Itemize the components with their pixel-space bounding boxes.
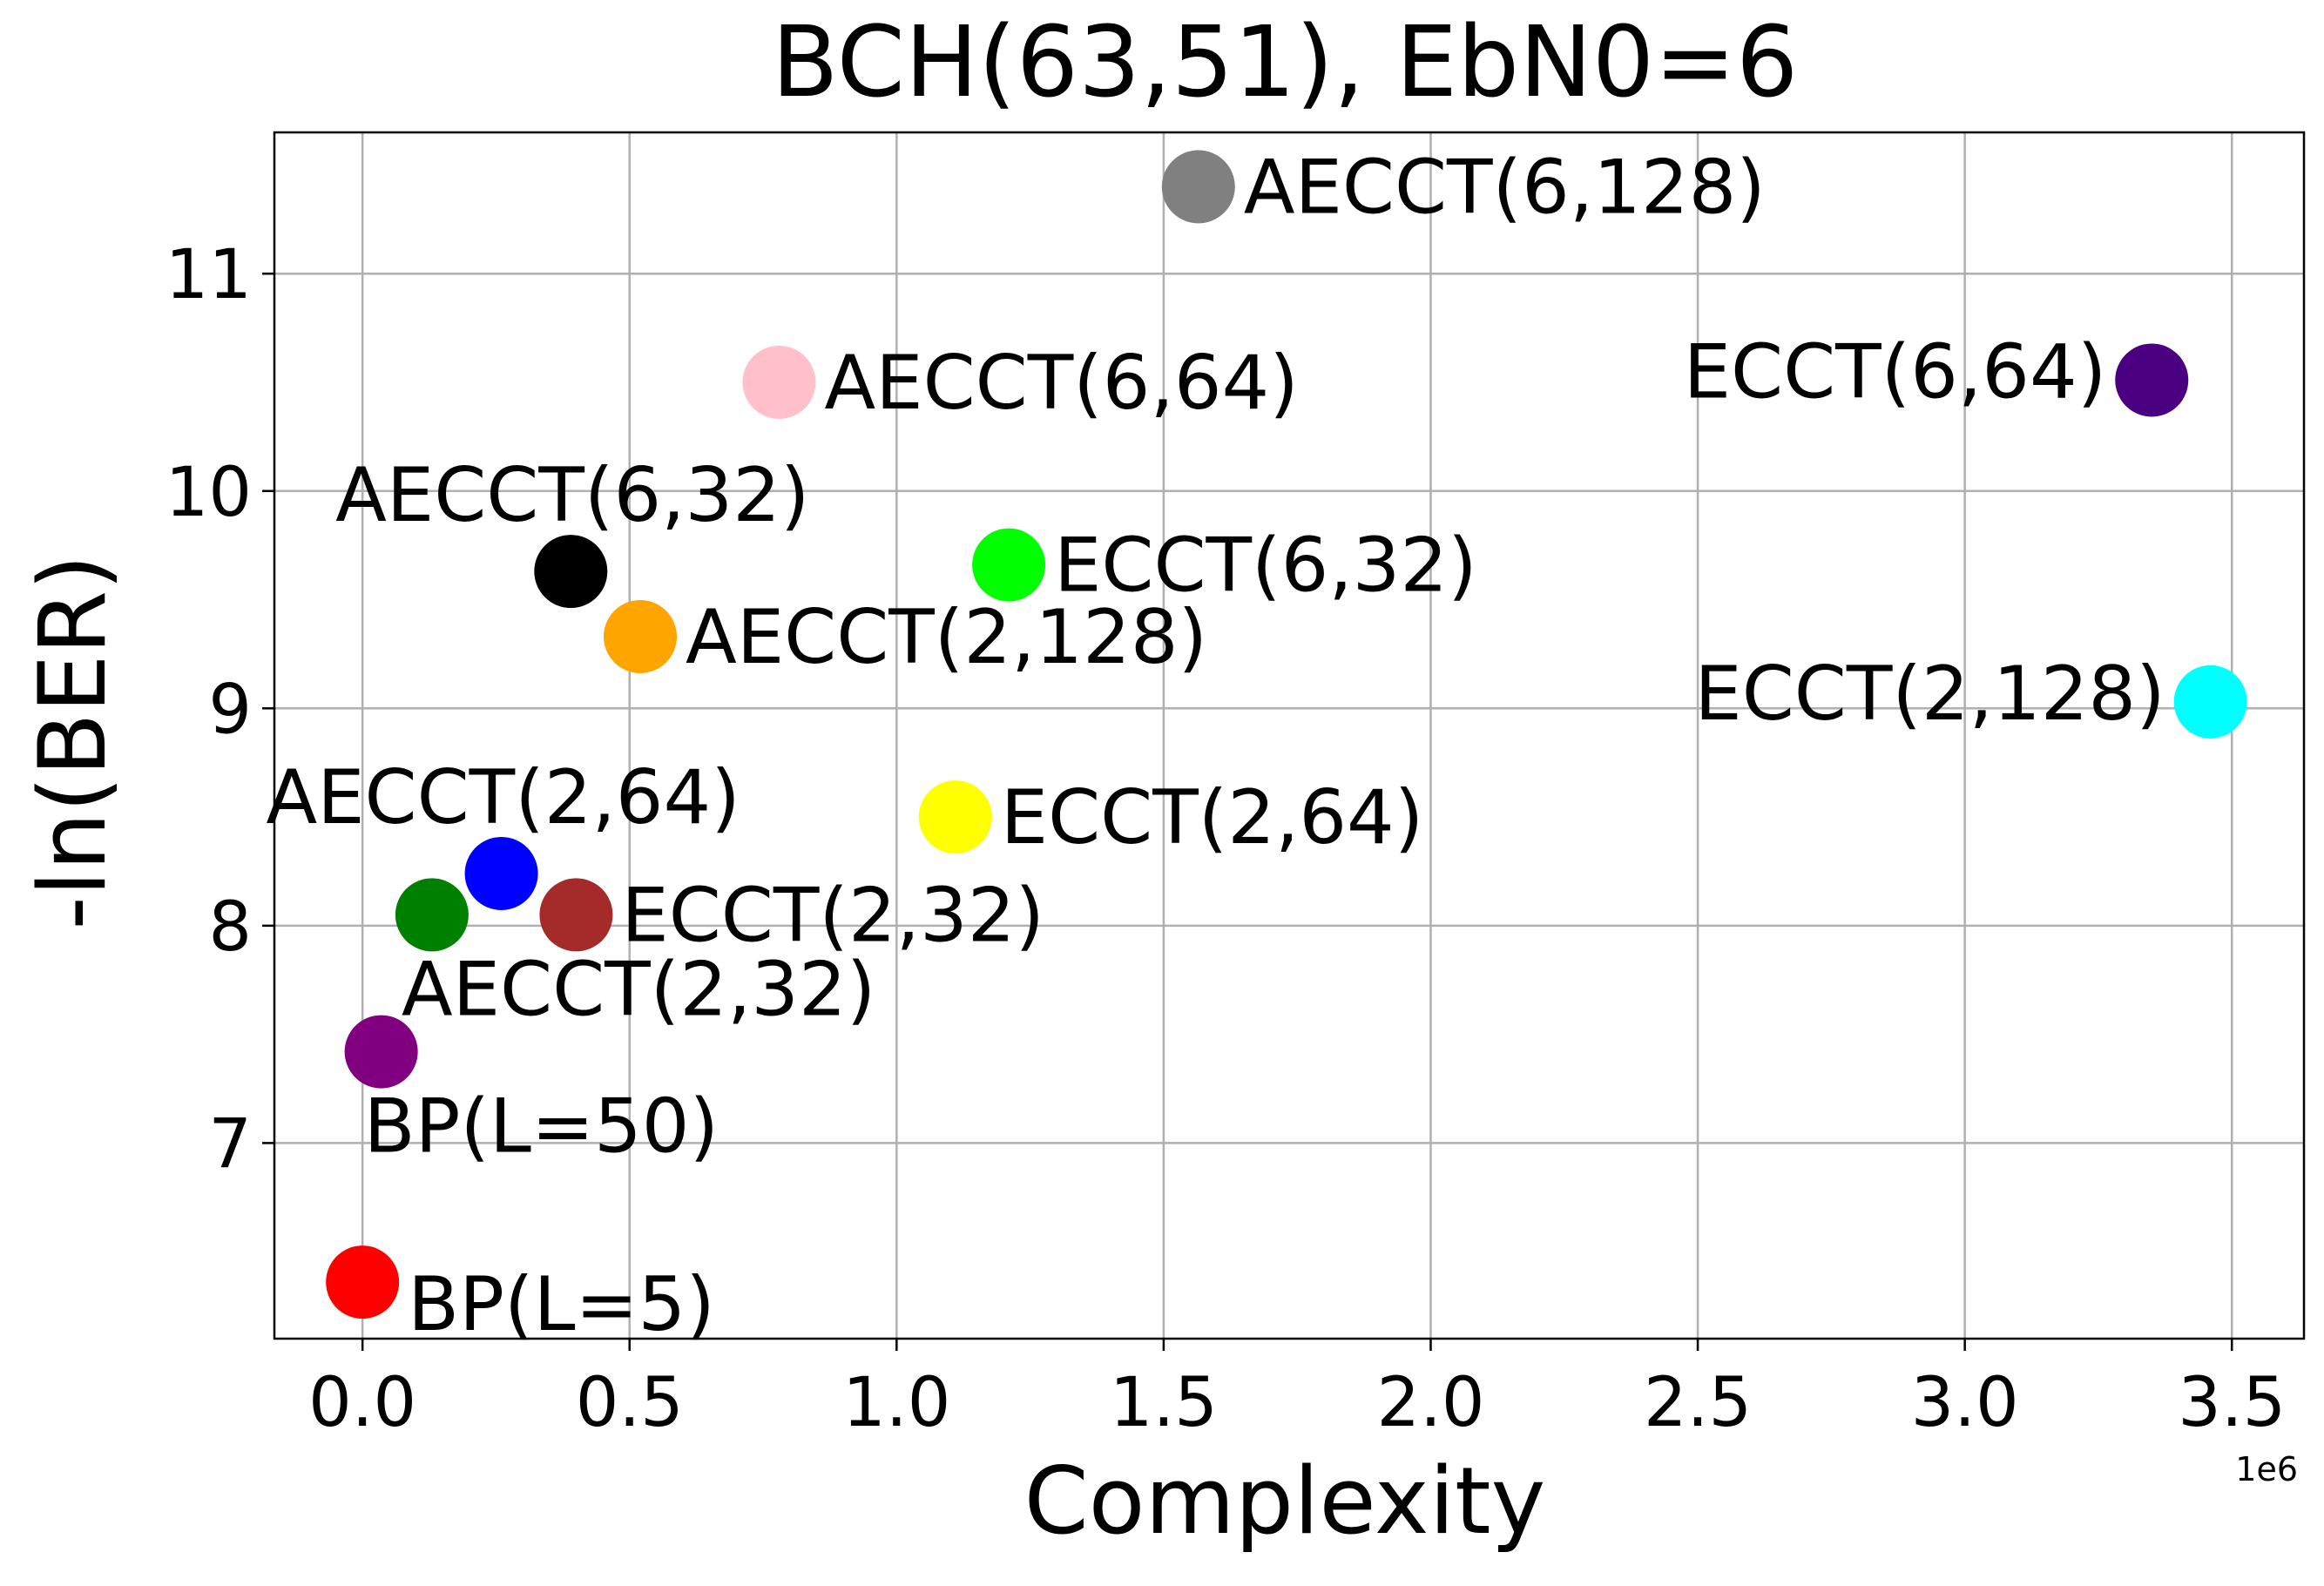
x-tick-label: 1.5 (1110, 1364, 1218, 1442)
point-labels: BP(L=5) BP(L=50) AECCT(2,32) AECCT(2,64) ECC… (266, 144, 2165, 1348)
data-point (534, 535, 608, 609)
x-axis-label: Complexity (1024, 1448, 1546, 1555)
y-axis-label: -ln(BER) (19, 555, 126, 930)
data-point (344, 1015, 418, 1089)
data-point-label: AECCT(2,32) (402, 946, 875, 1033)
data-point-label: AECCT(2,64) (266, 754, 740, 841)
x-tick-label: 0.0 (308, 1364, 416, 1442)
y-tick-label: 10 (166, 454, 252, 532)
data-point (326, 1245, 400, 1319)
data-point-label: BP(L=5) (408, 1261, 715, 1348)
data-points (326, 150, 2247, 1319)
data-point (464, 836, 538, 910)
x-tick-label: 0.5 (576, 1364, 684, 1442)
data-point-label: AECCT(6,64) (824, 340, 1298, 427)
grid-lines (274, 132, 2304, 1339)
axis-ticks: 0.0 0.5 1.0 1.5 2.0 2.5 3.0 3.5 7 8 9 10 11 (166, 236, 2287, 1442)
data-point (972, 528, 1046, 602)
x-tick-label: 2.0 (1376, 1364, 1484, 1442)
data-point-label: AECCT(6,128) (1244, 144, 1766, 231)
data-point (918, 780, 992, 854)
x-tick-label: 3.5 (2178, 1364, 2286, 1442)
chart-title: BCH(63,51), EbN0=6 (772, 6, 1799, 119)
data-point-label: ECCT(6,32) (1054, 523, 1477, 610)
data-point-label: AECCT(2,128) (686, 594, 1207, 681)
data-point (742, 345, 816, 419)
data-point-label: ECCT(2,128) (1694, 651, 2165, 738)
data-point (539, 878, 613, 952)
y-tick-label: 9 (208, 671, 252, 749)
data-point (1161, 150, 1235, 224)
data-point-label: ECCT(2,32) (621, 872, 1044, 959)
data-point-label: BP(L=50) (364, 1083, 719, 1171)
plot-frame (273, 131, 2306, 1340)
data-point-label: ECCT(6,64) (1684, 328, 2107, 415)
x-axis-offset-label: 1e6 (2235, 1450, 2298, 1488)
data-point (395, 878, 469, 952)
data-point (2115, 343, 2189, 417)
data-point (2173, 665, 2247, 739)
data-point-label: ECCT(2,64) (1001, 774, 1424, 861)
y-tick-label: 8 (208, 888, 252, 967)
y-tick-label: 11 (166, 236, 252, 314)
x-tick-label: 2.5 (1644, 1364, 1752, 1442)
data-point-label: AECCT(6,32) (335, 452, 809, 539)
y-tick-label: 7 (208, 1105, 252, 1184)
x-tick-label: 1.0 (842, 1364, 950, 1442)
data-point (604, 599, 678, 673)
x-tick-label: 3.0 (1911, 1364, 2019, 1442)
